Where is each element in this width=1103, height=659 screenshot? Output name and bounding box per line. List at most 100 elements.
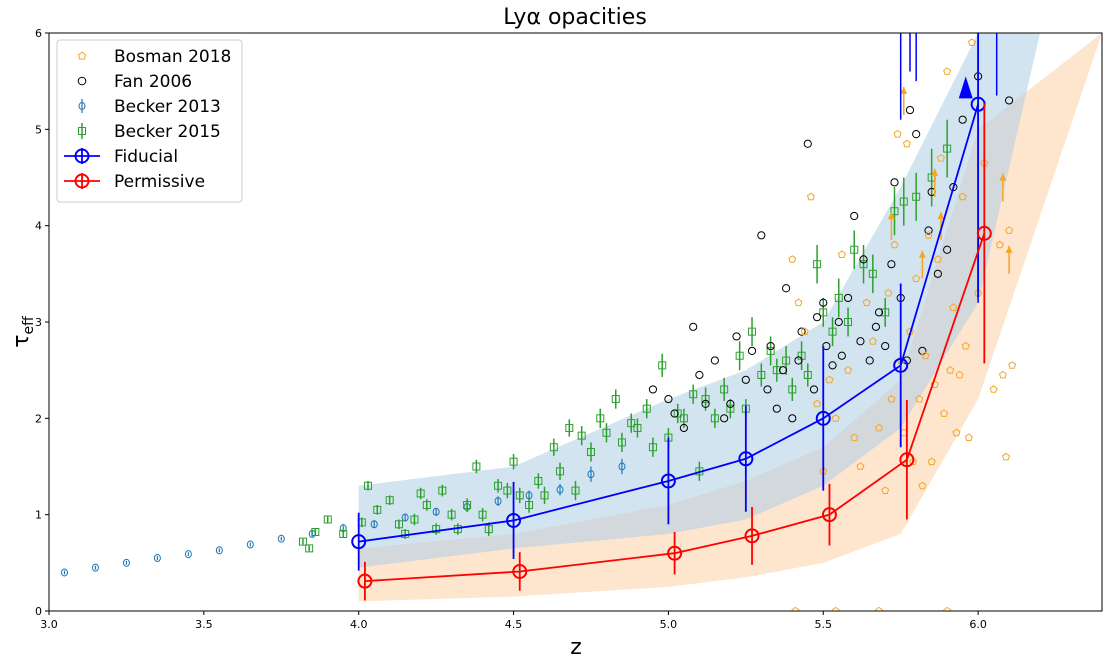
becker2015-point	[596, 408, 605, 428]
fan-point	[695, 370, 704, 380]
fan-point	[772, 404, 781, 413]
bosman-lower-limit-head	[999, 173, 1007, 181]
bosman-point	[887, 394, 896, 403]
becker2015-point	[748, 317, 757, 347]
becker2015-marker	[689, 390, 698, 399]
chart-title: Lyα opacities	[503, 5, 647, 30]
bosman-point	[1002, 452, 1010, 461]
becker2015-point	[828, 317, 837, 347]
becker2015-point	[515, 487, 524, 504]
bosman-point	[856, 462, 865, 470]
becker2015-point	[602, 423, 611, 443]
becker2015-point	[373, 505, 382, 515]
x-tick-label: 5.0	[660, 618, 678, 631]
bosman-point	[909, 457, 918, 466]
fan-point	[834, 317, 843, 327]
becker2015-marker	[416, 489, 425, 498]
legend-label: Permissive	[114, 172, 205, 192]
fan-point	[763, 385, 772, 394]
becker2013-marker	[91, 563, 99, 572]
fan-point	[943, 245, 952, 254]
becker2015-marker	[850, 245, 859, 254]
becker2015-point	[339, 529, 348, 538]
fan-point	[871, 322, 881, 331]
fan-point	[828, 361, 837, 370]
bosman-point	[995, 240, 1004, 249]
bosman-point	[1005, 226, 1014, 234]
becker2015-marker	[586, 448, 595, 457]
becker2015-point	[859, 244, 868, 284]
legend-marker	[78, 127, 86, 135]
bosman-point	[933, 255, 942, 263]
permissive-marker	[899, 452, 915, 468]
becker2015-marker	[394, 520, 403, 529]
legend-marker	[74, 148, 90, 164]
becker2015-point	[899, 177, 908, 226]
becker2015-marker	[410, 515, 419, 524]
becker2015-marker	[373, 505, 382, 514]
becker2015-point	[673, 403, 682, 424]
becker2015-marker	[658, 361, 667, 370]
fan-point	[747, 346, 757, 355]
becker2015-point	[890, 187, 899, 236]
fan-point	[670, 409, 679, 418]
bosman-zero-point	[943, 606, 952, 611]
becker2013-point	[432, 507, 440, 516]
bosman-lower-limit-head	[918, 250, 926, 258]
becker2015-point	[463, 498, 472, 512]
legend-item-fan: Fan 2006	[77, 72, 192, 92]
becker2013-point	[60, 568, 68, 577]
becker2015-marker	[463, 501, 472, 510]
becker2013-marker	[370, 520, 378, 529]
becker2015-marker	[828, 327, 837, 336]
x-tick-label: 6.0	[969, 618, 987, 631]
becker2015-point	[868, 254, 877, 294]
legend-item-fiducial: Fiducial	[64, 147, 178, 167]
fan-point	[701, 399, 710, 408]
becker2013-marker	[432, 507, 440, 516]
becker2015-point	[432, 523, 441, 535]
becker2013-point	[184, 550, 192, 559]
becker2015-point	[571, 480, 580, 501]
becker2015-marker	[447, 510, 456, 519]
bosman-lower-limit	[937, 212, 945, 241]
becker2015-point	[472, 459, 481, 474]
legend-label: Becker 2015	[114, 122, 221, 142]
fan-point	[803, 139, 812, 148]
fan-point	[679, 423, 688, 433]
bosman-point	[930, 380, 939, 388]
becker2015-marker	[648, 443, 657, 452]
bosman-lower-limit-head	[1005, 245, 1013, 253]
legend-marker	[78, 102, 86, 110]
becker2015-marker	[782, 356, 791, 365]
bosman-point	[921, 351, 930, 360]
fan-point	[887, 260, 896, 269]
fan-point	[1004, 96, 1014, 105]
becker2015-marker	[503, 486, 512, 495]
fan-point	[766, 341, 775, 351]
becker2015-marker	[534, 476, 543, 485]
bosman-point	[958, 192, 967, 201]
fiducial-lower-limit	[958, 76, 973, 99]
bosman-point	[940, 409, 949, 417]
becker2015-point	[813, 244, 822, 284]
becker2015-marker	[472, 462, 481, 471]
becker2015-point	[850, 230, 859, 270]
fan-point	[782, 284, 791, 293]
fan-point	[797, 327, 806, 336]
x-tick-label: 4.5	[505, 618, 523, 631]
becker2013-marker	[60, 568, 68, 577]
becker2015-point	[788, 377, 797, 401]
becker2015-point	[658, 353, 667, 377]
becker2015-point	[766, 336, 775, 366]
bosman-zero-point	[875, 606, 883, 611]
y-tick-label: 2	[35, 412, 42, 425]
becker2013-marker	[184, 550, 192, 559]
permissive-marker	[357, 573, 373, 589]
legend-item-becker2013: Becker 2013	[78, 97, 221, 117]
becker2015-marker	[311, 528, 320, 537]
becker2013-marker	[556, 485, 564, 494]
becker2015-point	[447, 508, 456, 521]
bosman-lower-limit-head	[937, 212, 945, 220]
becker2015-marker	[627, 419, 636, 428]
